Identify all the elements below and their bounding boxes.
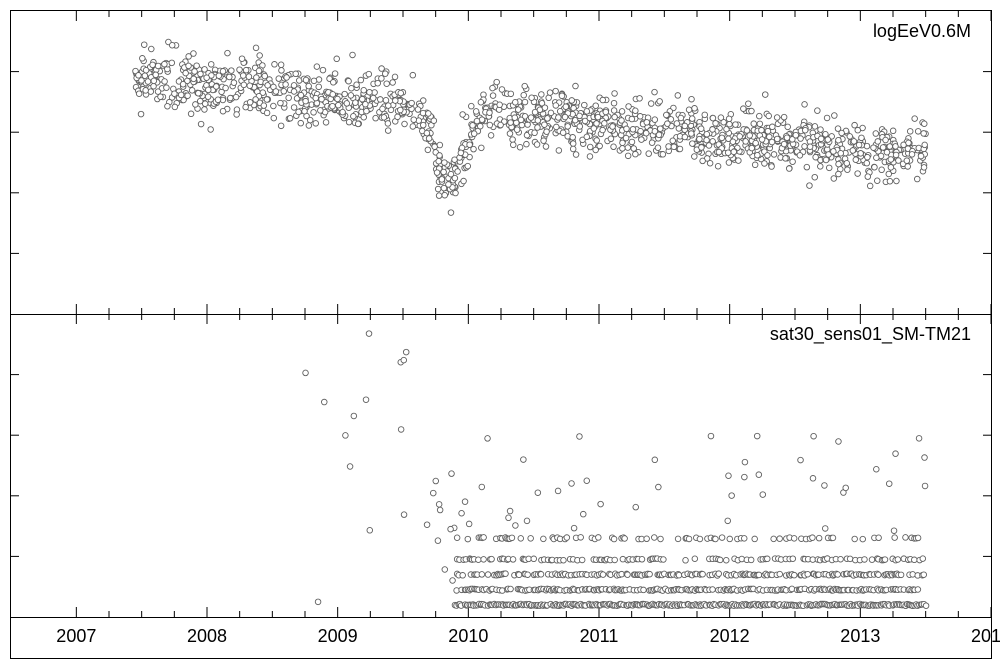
panel-top: logEeV0.6M: [11, 11, 991, 315]
x-tick-label: 2013: [840, 626, 880, 647]
x-tick-label: 2010: [448, 626, 488, 647]
x-tick-label: 2007: [56, 626, 96, 647]
x-tick-label: 2009: [318, 626, 358, 647]
plot-bottom: [11, 314, 991, 617]
x-tick-label: 2008: [187, 626, 227, 647]
series-label-bottom: sat30_sens01_SM-TM21: [770, 324, 971, 345]
x-tick-label: 2014: [971, 626, 1000, 647]
x-tick-label: 2011: [580, 626, 619, 647]
x-tick-label: 2012: [710, 626, 750, 647]
series-label-top: logEeV0.6M: [873, 21, 971, 42]
panel-bottom: sat30_sens01_SM-TM21: [11, 314, 991, 618]
x-axis: 20072008200920102011201220132014: [11, 618, 991, 658]
plot-top: [11, 11, 991, 314]
chart-container: logEeV0.6M sat30_sens01_SM-TM21 2007 2008…: [10, 10, 992, 659]
